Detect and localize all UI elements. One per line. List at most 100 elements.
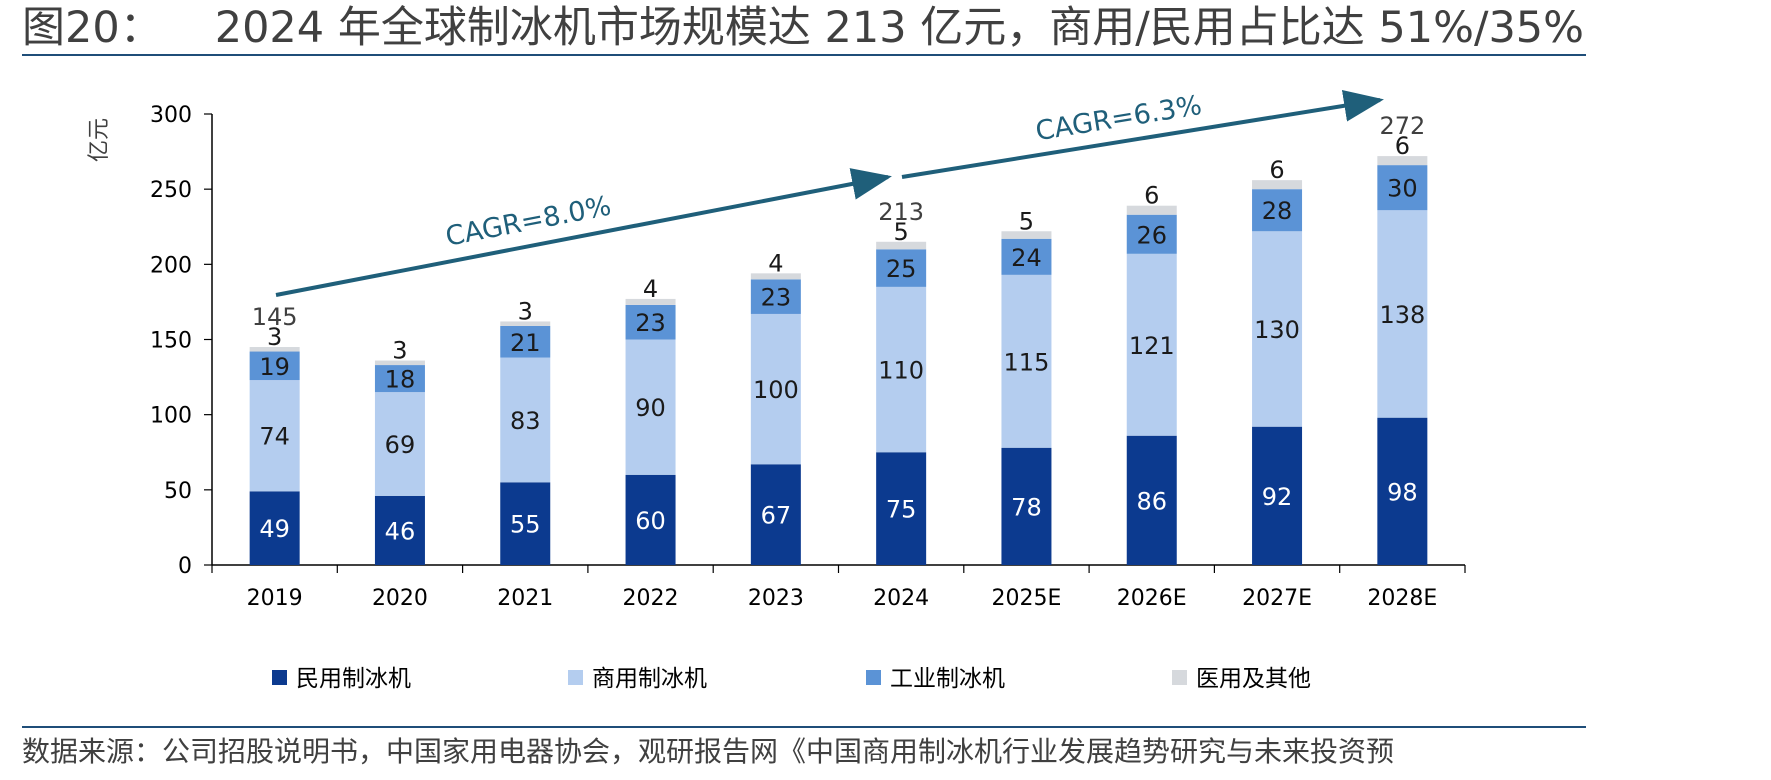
data-label: 83 — [510, 407, 541, 435]
bar-segment — [374, 495, 425, 565]
data-label: 78 — [1011, 493, 1042, 521]
data-label: 18 — [385, 366, 416, 394]
bar-segment — [500, 321, 551, 326]
bar-segment — [500, 357, 551, 483]
legend-label: 工业制冰机 — [890, 666, 1005, 692]
bar-segment — [625, 304, 676, 340]
data-label: 75 — [886, 496, 917, 524]
data-label: 121 — [1129, 332, 1175, 360]
x-tick-label: 2027E — [1242, 586, 1312, 611]
title-rule — [22, 54, 1586, 56]
bar-segment — [1126, 253, 1177, 436]
data-label: 98 — [1387, 478, 1418, 506]
bar-segment — [500, 325, 551, 358]
y-tick-label: 0 — [178, 554, 192, 579]
bar-segment — [1126, 205, 1177, 215]
legend-swatch — [568, 670, 583, 685]
bar-segment — [500, 482, 551, 565]
bar-segment — [1001, 231, 1052, 239]
data-label: 67 — [761, 502, 792, 530]
bar-segment — [750, 273, 801, 280]
legend-label: 商用制冰机 — [592, 666, 707, 692]
bar-segment — [1001, 274, 1052, 448]
total-label: 145 — [252, 303, 298, 331]
y-tick-label: 150 — [150, 329, 192, 354]
data-label: 3 — [267, 323, 282, 351]
data-label: 115 — [1004, 348, 1050, 376]
data-label: 110 — [878, 357, 924, 385]
data-label: 23 — [761, 284, 792, 312]
bar-segment — [1001, 447, 1052, 565]
bar-segment — [1252, 180, 1303, 190]
bar-segment — [1377, 210, 1428, 418]
data-label: 92 — [1262, 483, 1293, 511]
data-label: 49 — [259, 515, 290, 543]
source-rule — [22, 726, 1586, 728]
data-label: 86 — [1136, 487, 1167, 515]
cagr-arrow — [901, 89, 1384, 179]
legend-swatch — [1172, 670, 1187, 685]
x-tick-label: 2021 — [497, 586, 553, 611]
y-axis-label: 亿元 — [87, 118, 112, 162]
bar-segment — [249, 491, 300, 565]
bar-segment — [750, 464, 801, 565]
data-label: 28 — [1262, 197, 1293, 225]
y-tick-label: 250 — [150, 178, 192, 203]
data-label: 26 — [1136, 221, 1167, 249]
bar-segment — [625, 339, 676, 475]
data-label: 4 — [768, 249, 783, 277]
legend-swatch — [866, 670, 881, 685]
data-label: 4 — [643, 275, 658, 303]
data-label: 46 — [385, 517, 416, 545]
data-label: 3 — [392, 337, 407, 365]
bar-segment — [1126, 214, 1177, 254]
x-tick-label: 2026E — [1117, 586, 1187, 611]
source-note: 数据来源：公司招股说明书，中国家用电器协会，观研报告网《中国商用制冰机行业发展趋… — [22, 735, 1395, 768]
data-label: 30 — [1387, 175, 1418, 203]
data-label: 5 — [1019, 207, 1034, 235]
x-tick-label: 2028E — [1367, 586, 1437, 611]
bar-segment — [625, 298, 676, 305]
data-label: 138 — [1379, 301, 1425, 329]
bar-segment — [1252, 189, 1303, 232]
bar-segment — [1377, 417, 1428, 565]
bar-segment — [374, 360, 425, 366]
x-tick-label: 2023 — [748, 586, 804, 611]
bar-segment — [876, 452, 927, 565]
figure-title: 图20： 2024 年全球制冰机市场规模达 213 亿元，商用/民用占比达 51%… — [22, 2, 1584, 54]
data-label: 6 — [1144, 182, 1159, 210]
figure-label: 图20： — [22, 3, 163, 53]
bar-segment — [876, 241, 927, 250]
bar-segment — [374, 392, 425, 496]
bar-segment — [750, 313, 801, 465]
bar-segment — [249, 351, 300, 381]
data-label: 60 — [635, 507, 666, 535]
data-label: 23 — [635, 309, 666, 337]
bar-segment — [1001, 238, 1052, 275]
x-tick-label: 2019 — [247, 586, 303, 611]
bar-segment — [876, 249, 927, 287]
data-label: 74 — [259, 423, 290, 451]
legend-label: 医用及其他 — [1196, 666, 1311, 692]
y-tick-label: 300 — [150, 103, 192, 128]
bar-segment — [876, 286, 927, 453]
data-label: 55 — [510, 511, 541, 539]
bar-segment — [374, 365, 425, 393]
data-label: 19 — [259, 353, 290, 381]
cagr-label: CAGR=8.0% — [443, 191, 614, 253]
data-label: 100 — [753, 376, 799, 404]
total-label: 272 — [1379, 112, 1425, 140]
legend-swatch — [272, 670, 287, 685]
bar-segment — [1377, 156, 1428, 166]
x-tick-label: 2024 — [873, 586, 929, 611]
data-label: 25 — [886, 255, 917, 283]
data-label: 6 — [1269, 156, 1284, 184]
data-label: 90 — [635, 394, 666, 422]
figure-title-text: 2024 年全球制冰机市场规模达 213 亿元，商用/民用占比达 51%/35% — [214, 3, 1585, 53]
x-tick-label: 2025E — [992, 586, 1062, 611]
data-label: 5 — [894, 218, 909, 246]
data-label: 6 — [1395, 132, 1410, 160]
x-tick-label: 2022 — [623, 586, 679, 611]
cagr-label: CAGR=6.3% — [1033, 90, 1204, 147]
